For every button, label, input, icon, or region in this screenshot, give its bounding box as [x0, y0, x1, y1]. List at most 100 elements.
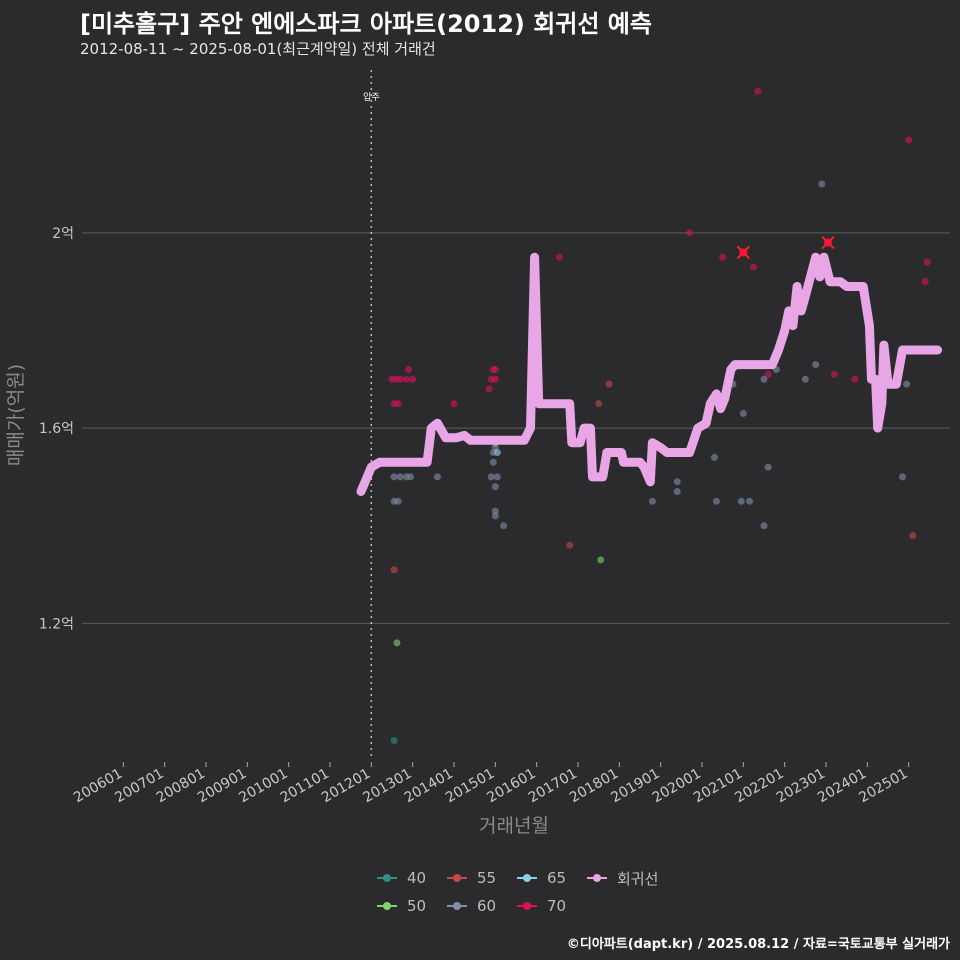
data-point-60 [394, 497, 402, 505]
data-point-70 [409, 375, 417, 383]
legend-item-40[interactable]: 40 [375, 869, 445, 887]
data-point-60 [493, 473, 501, 481]
legend-key-icon [585, 871, 609, 885]
y-tick-label: 2억 [52, 226, 74, 242]
data-point-60 [491, 507, 499, 515]
highlight-cross-icon [821, 235, 835, 250]
data-point-70 [450, 400, 458, 408]
legend-item-60[interactable]: 60 [445, 897, 515, 915]
data-point-60 [760, 522, 768, 530]
data-point-60 [760, 375, 768, 383]
data-point-70 [394, 400, 402, 408]
data-point-60 [710, 453, 718, 461]
data-point-60 [489, 458, 497, 466]
y-tick-label: 1.6억 [39, 421, 74, 437]
legend-label: 회귀선 [617, 869, 659, 888]
data-point-55 [390, 566, 398, 574]
highlight-cross-icon [736, 245, 751, 260]
data-point-70 [923, 258, 931, 266]
data-point-60 [491, 512, 499, 520]
data-point-60 [390, 473, 398, 481]
legend-label: 40 [407, 869, 427, 887]
y-axis-label: 매매가(억원) [5, 364, 27, 466]
data-point-70 [719, 253, 727, 261]
legend-key-icon [375, 871, 399, 885]
data-point-60 [812, 361, 820, 369]
data-point-60 [801, 375, 809, 383]
data-point-60 [712, 497, 720, 505]
data-point-70 [402, 375, 410, 383]
legend-key-icon [445, 899, 469, 913]
data-point-70 [405, 366, 413, 374]
data-point-60 [500, 522, 508, 530]
legend-item-50[interactable]: 50 [375, 897, 445, 915]
move-in-label: 입주 [363, 91, 380, 103]
data-point-60 [739, 409, 747, 417]
data-point-70 [851, 375, 859, 383]
legend-label: 70 [547, 897, 567, 915]
y-tick-labels: 1.2억 1.6억 2억 [39, 226, 74, 632]
x-axis-label: 거래년월 [479, 815, 549, 837]
data-point-70 [905, 136, 913, 144]
chart-title: [미추홀구] 주안 엔에스파크 아파트(2012) 회귀선 예측 [80, 10, 652, 38]
data-point-70 [491, 366, 499, 374]
legend-label: 65 [547, 869, 567, 887]
legend-key-icon [445, 871, 469, 885]
data-point-60 [746, 497, 754, 505]
data-point-55 [909, 531, 917, 539]
legend-item-55[interactable]: 55 [445, 869, 515, 887]
legend: 40 55 65 회귀선 50 60 70 [375, 866, 675, 922]
data-point-60 [898, 473, 906, 481]
legend-key-icon [375, 899, 399, 913]
data-point-70 [491, 375, 499, 383]
data-point-60 [407, 473, 415, 481]
data-point-50 [597, 556, 605, 564]
data-point-60 [487, 473, 495, 481]
legend-row: 50 60 70 [375, 894, 675, 918]
data-point-70 [686, 229, 694, 237]
y-tick-label: 1.2억 [39, 616, 74, 632]
regression-line-layer [356, 252, 943, 496]
source-caption: ©디아파트(dapt.kr) / 2025.08.12 / 자료=국토교통부 실… [566, 937, 950, 952]
legend-row: 40 55 65 회귀선 [375, 866, 675, 890]
data-point-60 [433, 473, 441, 481]
data-point-70 [754, 87, 762, 95]
data-point-60 [764, 463, 772, 471]
legend-label: 55 [477, 869, 497, 887]
data-point-55 [605, 380, 613, 388]
data-point-55 [566, 541, 574, 549]
data-point-70 [921, 278, 929, 286]
points-layer [388, 87, 931, 744]
data-point-65 [493, 448, 501, 456]
data-point-70 [555, 253, 563, 261]
data-point-50 [393, 639, 401, 647]
data-point-55 [595, 400, 603, 408]
data-point-60 [903, 380, 911, 388]
legend-item-regression[interactable]: 회귀선 [585, 868, 675, 889]
regression-line [356, 252, 943, 496]
legend-label: 50 [407, 897, 427, 915]
data-point-60 [673, 488, 681, 496]
data-point-60 [737, 497, 745, 505]
annotation-layer: 입주 [363, 70, 380, 760]
legend-label: 60 [477, 897, 497, 915]
highlight-layer [736, 235, 835, 260]
legend-item-70[interactable]: 70 [515, 897, 585, 915]
data-point-60 [648, 497, 656, 505]
data-point-70 [485, 385, 493, 393]
legend-item-65[interactable]: 65 [515, 869, 585, 887]
data-point-70 [750, 263, 758, 271]
data-point-60 [396, 473, 404, 481]
data-point-70 [830, 370, 838, 378]
legend-key-icon [515, 871, 539, 885]
data-point-60 [673, 478, 681, 486]
grid-layer [82, 232, 950, 624]
data-point-70 [764, 370, 772, 378]
legend-key-icon [515, 899, 539, 913]
chart-plot: 1.2억 1.6억 2억 20060120070120080120090120100… [5, 70, 950, 837]
x-tick-labels: 2006012007012008012009012010012011012012… [71, 762, 911, 806]
data-point-70 [396, 375, 404, 383]
chart-subtitle: 2012-08-11 ~ 2025-08-01(최근계약일) 전체 거래건 [80, 40, 436, 58]
data-point-60 [818, 180, 826, 188]
data-point-60 [491, 483, 499, 491]
